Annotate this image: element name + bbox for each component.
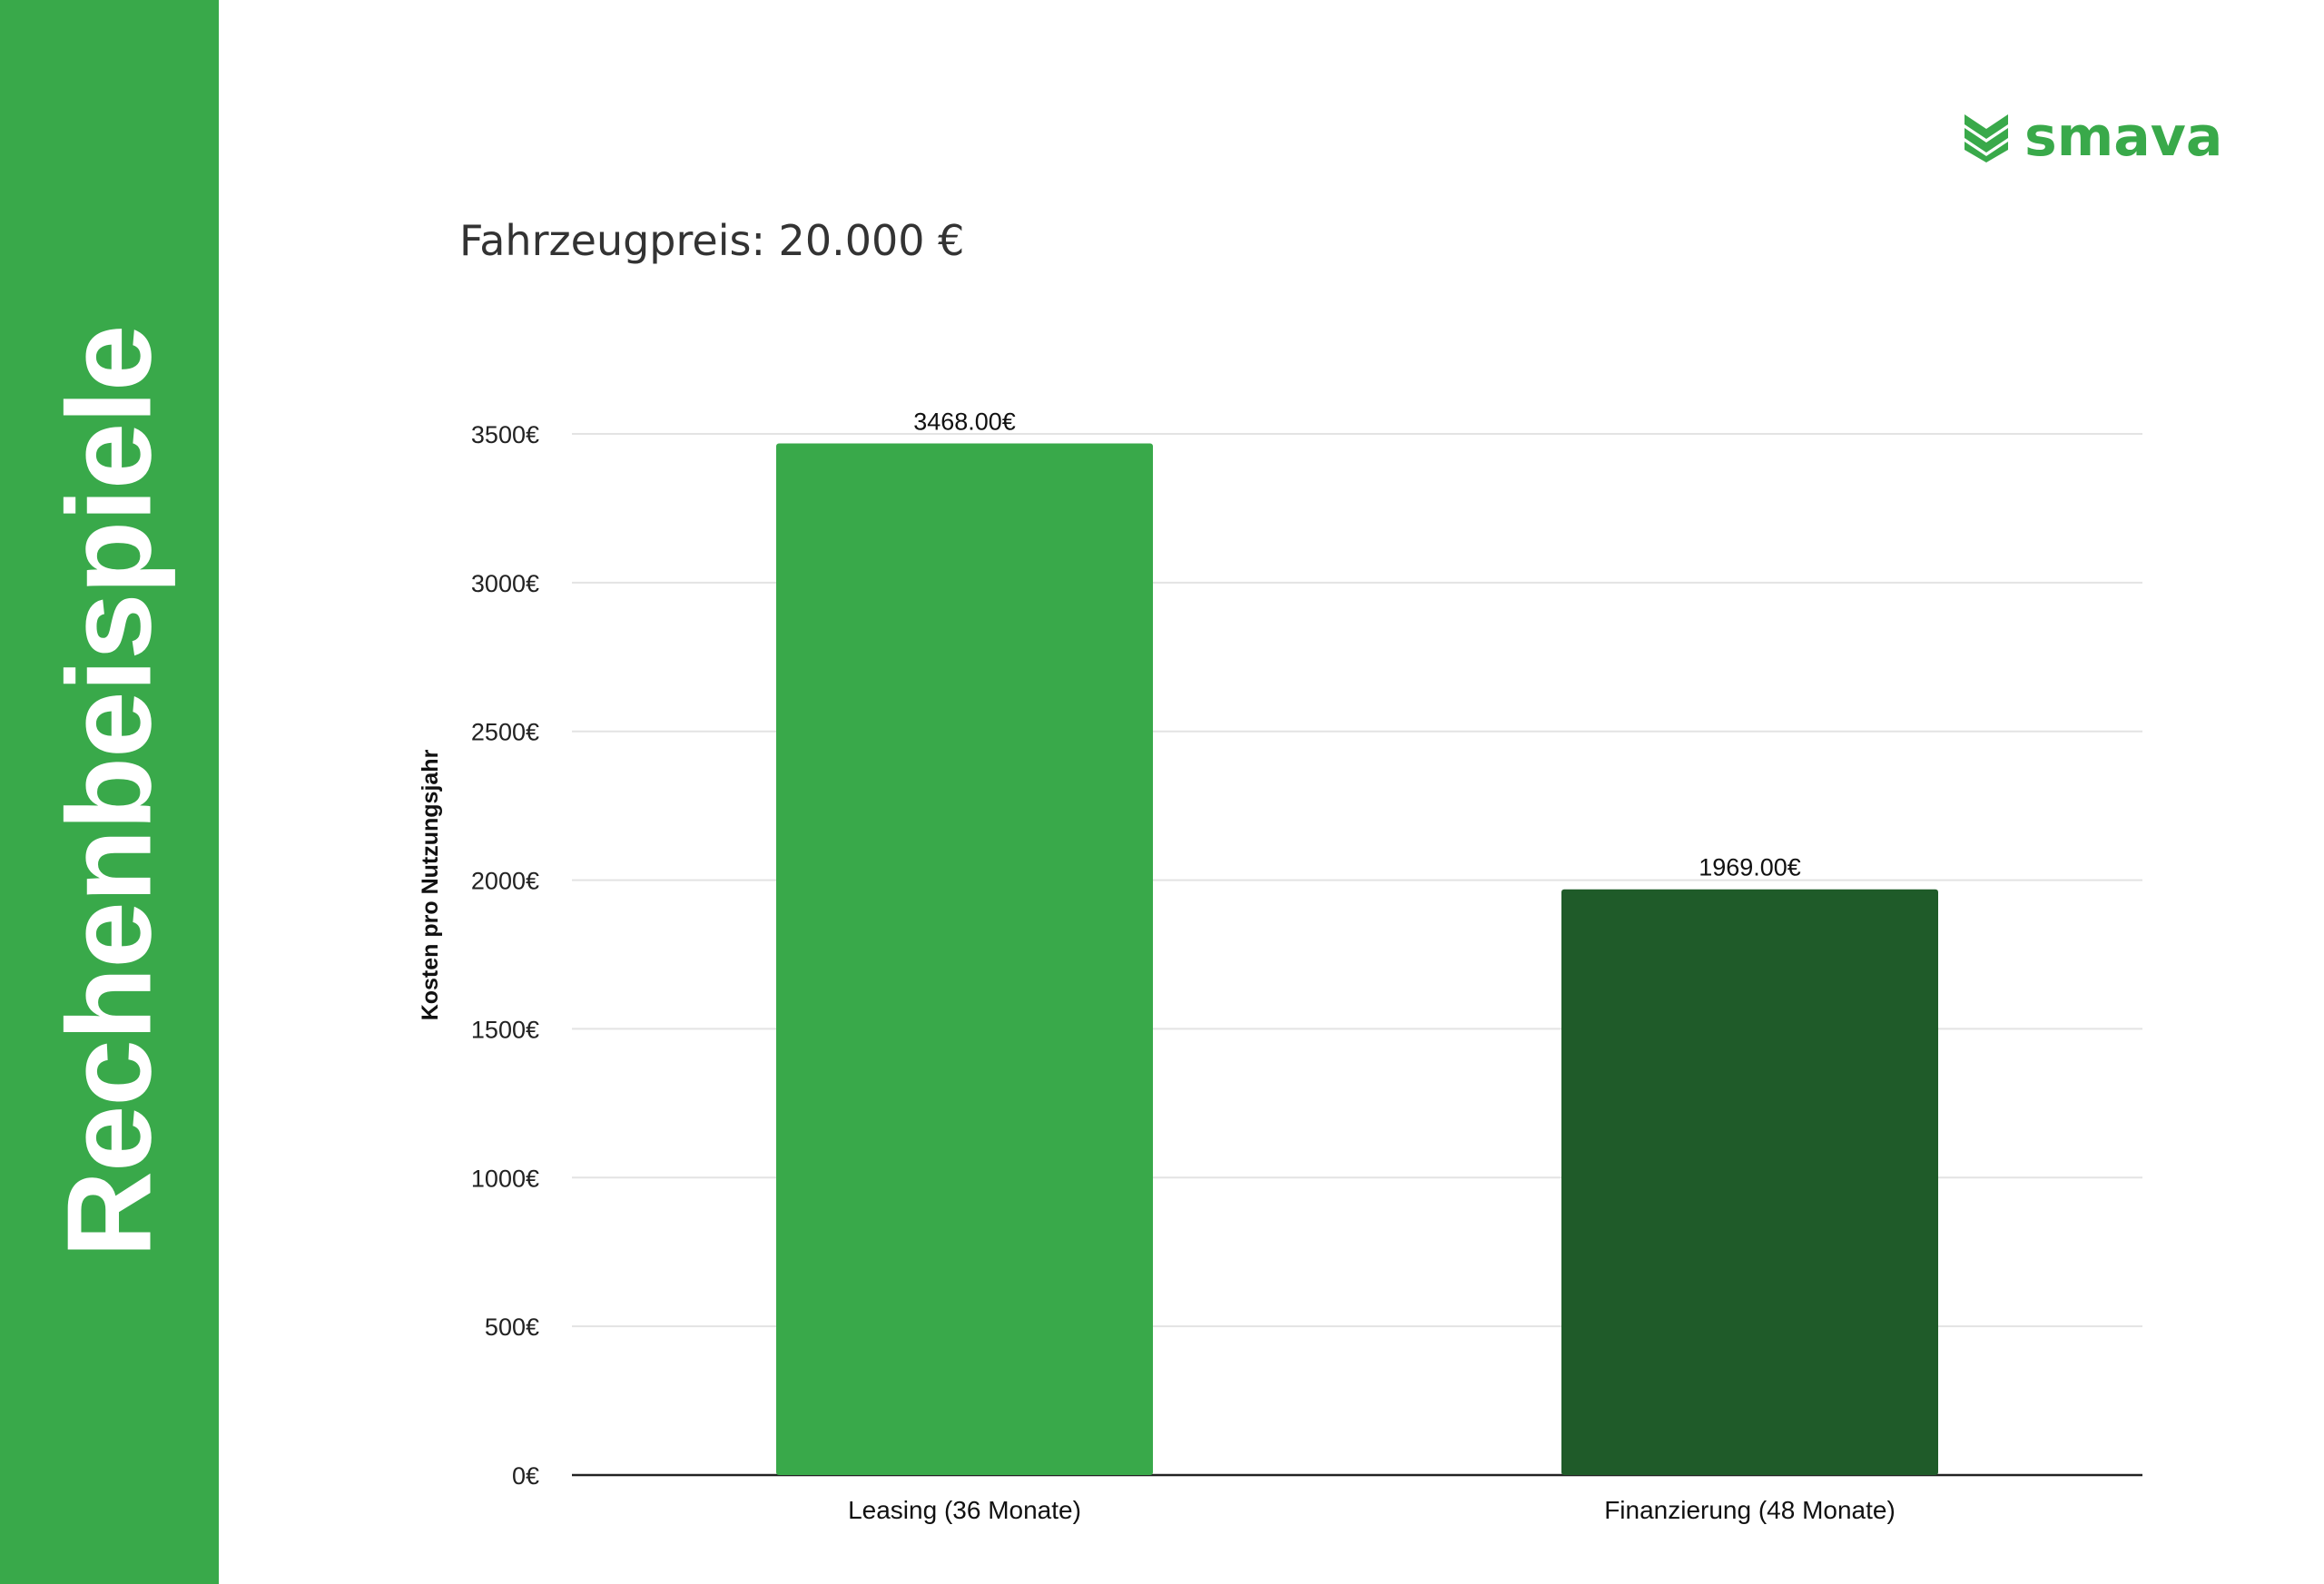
y-axis-title: Kosten pro Nutzungsjahr	[418, 749, 443, 1020]
bar	[776, 443, 1153, 1476]
price-title: Fahrzeugpreis: 20.000 €	[459, 216, 965, 265]
y-tick-label: 3000€	[471, 570, 539, 597]
x-category-label: Leasing (36 Monate)	[848, 1496, 1081, 1524]
y-tick-label: 2500€	[471, 719, 539, 746]
bar-value-label: 1969.00€	[1699, 854, 1801, 881]
y-tick-label: 500€	[485, 1313, 539, 1341]
y-tick-label: 2000€	[471, 868, 539, 895]
sidebar-banner: Rechenbeispiele	[0, 0, 219, 1584]
smava-logo: smava	[1961, 109, 2222, 165]
y-tick-label: 1000€	[471, 1165, 539, 1192]
bar	[1561, 889, 1938, 1475]
logo-text: smava	[2024, 105, 2223, 169]
y-tick-label: 1500€	[471, 1016, 539, 1043]
y-tick-label: 0€	[512, 1462, 539, 1490]
bar-value-label: 3468.00€	[913, 408, 1016, 435]
x-category-label: Finanzierung (48 Monate)	[1604, 1496, 1896, 1524]
chevron-stack-icon	[1965, 114, 2008, 162]
bars	[776, 443, 1938, 1476]
chart-labels: 0€ 500€ 1000€ 1500€ 2000€ 2500€ 3000€ 3500€ 3468…	[471, 408, 1896, 1524]
y-tick-label: 3500€	[471, 421, 539, 448]
